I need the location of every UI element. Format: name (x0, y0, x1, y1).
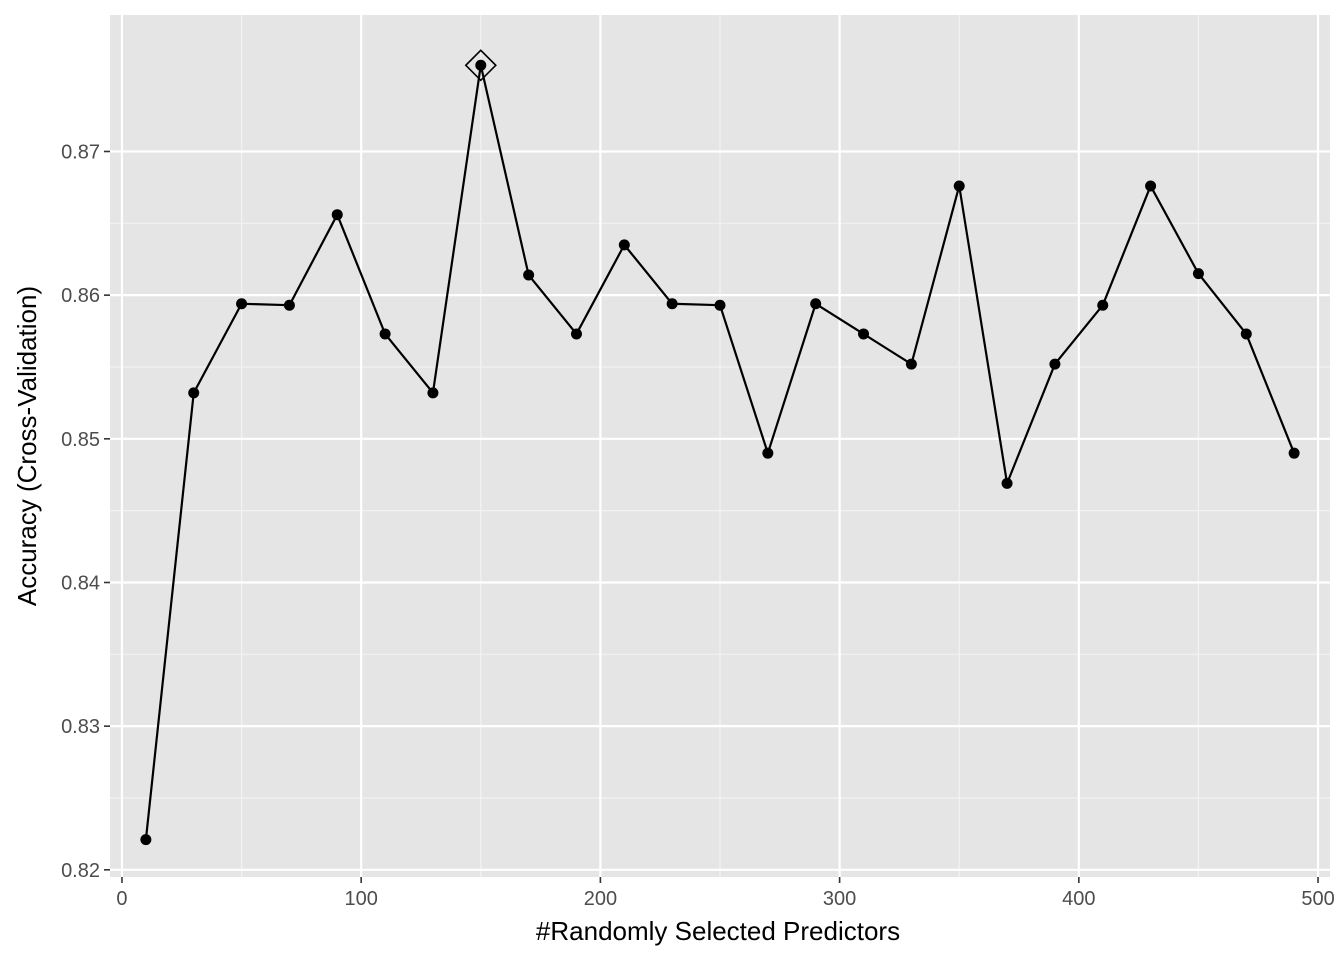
best-point-diamond (464, 49, 497, 82)
x-tick-label: 100 (344, 888, 377, 910)
axis-ticks (104, 150, 1319, 883)
data-point (618, 239, 630, 251)
data-point (1097, 299, 1109, 311)
data-point (523, 269, 535, 281)
y-tick-label: 0.85 (61, 429, 100, 451)
y-axis-title: Accuracy (Cross-Validation) (12, 286, 42, 606)
x-tick-label: 300 (823, 888, 856, 910)
data-point (283, 299, 295, 311)
data-point (858, 328, 870, 340)
data-point (1145, 180, 1157, 192)
x-axis-title: #Randomly Selected Predictors (536, 916, 900, 946)
y-tick-label: 0.87 (61, 141, 100, 163)
x-tick-labels: 0 100 200 300 400 500 (116, 888, 1334, 910)
data-point (714, 299, 726, 311)
x-tick-label: 400 (1062, 888, 1095, 910)
grid-minor (110, 15, 1330, 877)
y-tick-labels: 0.82 0.83 0.84 0.85 0.86 0.87 (61, 141, 100, 881)
data-point (427, 387, 439, 399)
data-point (475, 59, 487, 71)
data-point (331, 209, 343, 221)
y-tick-label: 0.82 (61, 860, 100, 882)
x-tick-label: 0 (116, 888, 127, 910)
data-point (236, 298, 248, 310)
grid-major (110, 15, 1330, 877)
y-tick-label: 0.86 (61, 285, 100, 307)
data-point (953, 180, 965, 192)
data-point (1192, 268, 1204, 280)
data-point (1001, 477, 1013, 489)
data-point (810, 298, 822, 310)
x-tick-label: 200 (584, 888, 617, 910)
data-point (905, 358, 917, 370)
data-point (1049, 358, 1061, 370)
highlight-layer (464, 49, 497, 82)
x-tick-label: 500 (1301, 888, 1334, 910)
data-point (188, 387, 200, 399)
y-tick-label: 0.84 (61, 572, 100, 594)
data-point (666, 298, 678, 310)
data-point (570, 328, 582, 340)
y-tick-label: 0.83 (61, 716, 100, 738)
data-point (379, 328, 391, 340)
data-point (1240, 328, 1252, 340)
series-layer (140, 59, 1300, 846)
data-point (762, 447, 774, 459)
data-point (1288, 447, 1300, 459)
data-point (140, 834, 152, 846)
